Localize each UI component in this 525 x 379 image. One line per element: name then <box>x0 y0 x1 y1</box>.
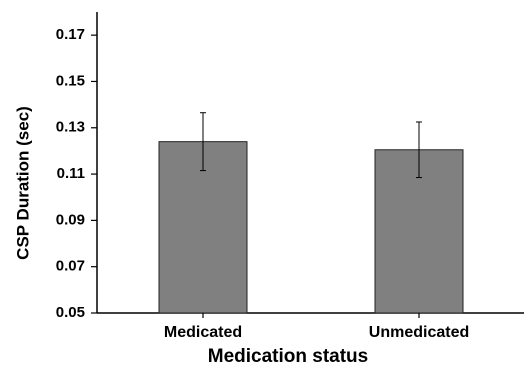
y-axis-title: CSP Duration (sec) <box>13 106 32 260</box>
x-tick-label: Unmedicated <box>369 324 469 341</box>
x-tick-label: Medicated <box>164 324 242 341</box>
y-tick-label: 0.13 <box>56 119 85 136</box>
y-tick-label: 0.11 <box>57 165 85 182</box>
y-tick-label: 0.09 <box>56 211 85 228</box>
y-tick-label: 0.15 <box>56 72 85 89</box>
y-tick-label: 0.07 <box>56 258 85 275</box>
y-tick-label: 0.17 <box>56 26 85 43</box>
y-tick-label: 0.05 <box>56 304 85 321</box>
plot-area: 0.05 0.07 0.09 0.11 0.13 0.15 0.17 Medicated Unm… <box>56 12 524 341</box>
x-axis-title: Medication status <box>208 346 368 367</box>
